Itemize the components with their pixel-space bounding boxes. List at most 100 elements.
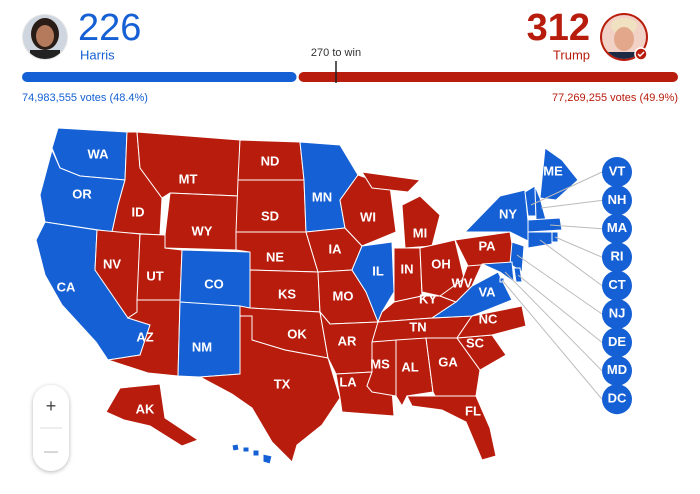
- callout-badge: [602, 299, 632, 329]
- state: FL: [406, 395, 497, 461]
- state-shape: [509, 241, 525, 273]
- callout-label: VT: [609, 163, 626, 178]
- state: CO: [179, 249, 251, 309]
- state-label: GA: [438, 354, 458, 369]
- trump-popular-votes: 77,269,255 votes (49.9%): [552, 92, 678, 104]
- callout-label: NJ: [609, 305, 626, 320]
- state-label: WI: [360, 209, 376, 224]
- small-state-callouts: VT NH MA RI CT NJ DE MD DC: [501, 157, 632, 415]
- state-label: MO: [333, 288, 354, 303]
- state-label: MI: [413, 225, 427, 240]
- state-label: SD: [261, 208, 279, 223]
- callout-label: MA: [607, 220, 628, 235]
- state-label: WY: [192, 223, 213, 238]
- zoom-control: + —: [33, 385, 69, 471]
- leader-line: [554, 236, 603, 258]
- callout-label: DE: [608, 334, 626, 349]
- state-label: ME: [543, 163, 563, 178]
- state-shape: [105, 383, 200, 447]
- state: IN: [393, 247, 423, 303]
- state-shape: [455, 305, 527, 339]
- state: UT: [136, 233, 183, 301]
- trump-electoral-votes: 312: [527, 7, 590, 49]
- state-label: IN: [401, 261, 414, 276]
- state: KS: [249, 269, 321, 313]
- state-label: UT: [146, 268, 163, 283]
- state-label: NV: [103, 256, 121, 271]
- state: WI: [339, 174, 397, 247]
- state: NE: [235, 231, 319, 273]
- state-label: OR: [72, 186, 92, 201]
- state-label: IA: [329, 241, 343, 256]
- state: MO: [317, 269, 379, 325]
- state: SC: [456, 334, 507, 371]
- state-label: WV: [452, 275, 473, 290]
- state: PA: [454, 231, 516, 267]
- state-shape: [539, 147, 579, 201]
- state-shape: [252, 449, 260, 457]
- state-label: TX: [274, 376, 291, 391]
- state-shape: [401, 195, 441, 249]
- callout-label: CT: [608, 277, 625, 292]
- zoom-out[interactable]: —: [44, 443, 58, 459]
- callout-label: MD: [607, 362, 627, 377]
- harris-popular-votes: 74,983,555 votes (48.4%): [22, 92, 148, 104]
- harris-bar: [22, 72, 297, 82]
- state: SD: [235, 179, 307, 233]
- state-label: TN: [409, 319, 426, 334]
- callout-label: NH: [608, 192, 627, 207]
- state-shape: [361, 171, 422, 193]
- state-label: KS: [278, 286, 296, 301]
- state-label: AZ: [136, 329, 153, 344]
- state-label: LA: [339, 374, 357, 389]
- state: OH: [419, 239, 466, 297]
- leader-line: [539, 239, 603, 287]
- state-label: MT: [179, 171, 198, 186]
- state: ME: [539, 147, 579, 201]
- callout-badge: [602, 157, 632, 187]
- zoom-in[interactable]: +: [46, 396, 57, 416]
- harris-avatar: [22, 14, 68, 60]
- state-shape: [164, 192, 239, 251]
- trump-name: Trump: [553, 47, 590, 62]
- trump-avatar: [600, 13, 648, 61]
- state-label: ND: [261, 153, 280, 168]
- harris-name: Harris: [80, 47, 115, 62]
- state-label: ID: [132, 204, 145, 219]
- callout-badge: [602, 242, 632, 273]
- leader-line: [549, 224, 603, 230]
- state: WY: [164, 192, 239, 251]
- state-label: PA: [478, 238, 496, 253]
- state-label: NM: [192, 339, 212, 354]
- state-label: SC: [466, 335, 485, 350]
- leader-line: [517, 274, 603, 343]
- state: AR: [319, 310, 379, 375]
- leader-line: [501, 279, 603, 400]
- callout-label: RI: [611, 249, 624, 264]
- state-shape: [406, 395, 497, 461]
- leader-line: [530, 171, 603, 206]
- leader-line: [504, 271, 603, 372]
- state-label: OH: [431, 256, 451, 271]
- state-label: VA: [478, 284, 496, 299]
- state-label: AK: [136, 401, 155, 416]
- state: AK: [105, 383, 200, 447]
- state: ND: [237, 139, 305, 181]
- trump-bar: [298, 72, 678, 82]
- callout-badge: [602, 355, 632, 386]
- state-shape: [339, 174, 397, 247]
- state-label: NC: [479, 311, 498, 326]
- state-label: WA: [88, 146, 110, 161]
- state-label: MS: [370, 356, 390, 371]
- state-label: OK: [287, 326, 307, 341]
- state-shape: [242, 446, 250, 453]
- state: HI: [209, 438, 273, 465]
- state-label: KY: [419, 291, 437, 306]
- state-label: AR: [338, 333, 357, 348]
- state-shape: [231, 443, 240, 452]
- callout-badge: [602, 213, 632, 244]
- state-label: NY: [499, 206, 517, 221]
- state-label: CO: [204, 276, 224, 291]
